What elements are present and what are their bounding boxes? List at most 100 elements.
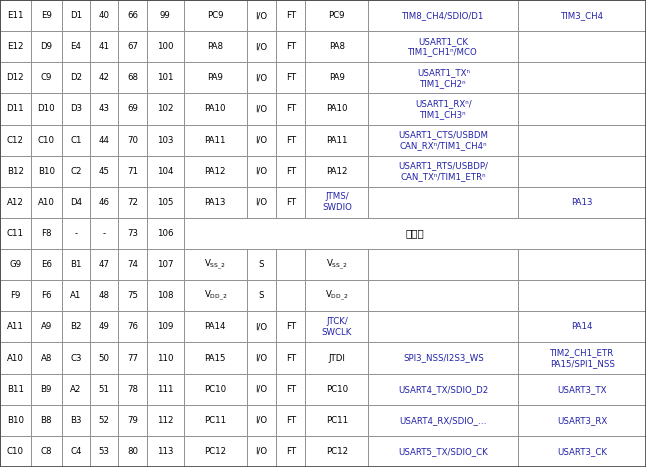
Bar [184,62,247,93]
Bar [147,342,184,374]
Bar [518,374,646,405]
Bar [90,0,118,31]
Bar [90,187,118,218]
Bar [147,218,184,249]
Bar [0,342,31,374]
Text: 72: 72 [127,198,138,207]
Text: B8: B8 [41,416,52,425]
Bar [184,125,247,156]
Bar [184,280,247,311]
Bar [118,280,147,311]
Bar [147,311,184,342]
Bar [368,0,518,31]
Bar [306,187,368,218]
Bar [306,405,368,436]
Bar [61,156,90,187]
Bar [31,31,61,62]
Bar [306,311,368,342]
Bar [118,218,147,249]
Text: -: - [103,229,106,238]
Text: 74: 74 [127,260,138,269]
Bar [31,93,61,125]
Text: FT: FT [286,447,296,456]
Text: I/O: I/O [255,322,267,332]
Bar [306,31,368,62]
Text: 52: 52 [99,416,110,425]
Text: 78: 78 [127,385,138,394]
Text: PA14: PA14 [572,322,593,332]
Text: JTCK/
SWCLK: JTCK/ SWCLK [322,317,352,337]
Bar [61,218,90,249]
Text: 71: 71 [127,167,138,176]
Bar [276,125,306,156]
Text: PA15: PA15 [205,354,226,362]
Text: I/O: I/O [255,105,267,113]
Bar [368,62,518,93]
Bar [247,280,276,311]
Bar [276,0,306,31]
Bar [184,218,646,249]
Text: 41: 41 [99,42,110,51]
Text: USART4_RX/SDIO_…: USART4_RX/SDIO_… [400,416,487,425]
Text: 46: 46 [99,198,110,207]
Text: PC11: PC11 [204,416,226,425]
Text: I/O: I/O [255,198,267,207]
Text: TIM2_CH1_ETR
PA15/SPI1_NSS: TIM2_CH1_ETR PA15/SPI1_NSS [550,348,614,368]
Bar [184,0,247,31]
Bar [31,405,61,436]
Text: SPI3_NSS/I2S3_WS: SPI3_NSS/I2S3_WS [403,354,484,362]
Bar [90,342,118,374]
Bar [31,374,61,405]
Bar [306,156,368,187]
Text: B2: B2 [70,322,81,332]
Text: D4: D4 [70,198,82,207]
Bar [306,436,368,467]
Bar [184,31,247,62]
Bar [118,436,147,467]
Text: G9: G9 [9,260,21,269]
Text: B9: B9 [41,385,52,394]
Text: PA13: PA13 [205,198,226,207]
Text: PA10: PA10 [205,105,226,113]
Bar [147,31,184,62]
Text: PA8: PA8 [329,42,345,51]
Text: JTMS/
SWDIO: JTMS/ SWDIO [322,192,352,212]
Bar [0,311,31,342]
Bar [368,187,518,218]
Bar [90,405,118,436]
Bar [90,436,118,467]
Bar [31,62,61,93]
Text: I/O: I/O [255,135,267,145]
Text: PA9: PA9 [207,73,224,82]
Text: PC10: PC10 [204,385,226,394]
Bar [247,405,276,436]
Bar [61,31,90,62]
Bar [306,125,368,156]
Text: 68: 68 [127,73,138,82]
Text: B12: B12 [7,167,24,176]
Bar [247,0,276,31]
Bar [61,280,90,311]
Bar [518,62,646,93]
Text: PC11: PC11 [326,416,348,425]
Bar [184,249,247,280]
Text: C3: C3 [70,354,81,362]
Bar [247,311,276,342]
Bar [247,31,276,62]
Text: C10: C10 [7,447,24,456]
Text: PA12: PA12 [326,167,348,176]
Bar [118,0,147,31]
Bar [118,125,147,156]
Text: PA11: PA11 [326,135,348,145]
Text: 106: 106 [157,229,174,238]
Text: 108: 108 [157,291,174,300]
Bar [118,31,147,62]
Bar [61,342,90,374]
Text: V$_{\mathregular{SS\_2}}$: V$_{\mathregular{SS\_2}}$ [326,257,348,272]
Bar [184,436,247,467]
Bar [368,31,518,62]
Text: FT: FT [286,322,296,332]
Text: JTDI: JTDI [328,354,345,362]
Text: C2: C2 [70,167,81,176]
Text: 48: 48 [99,291,110,300]
